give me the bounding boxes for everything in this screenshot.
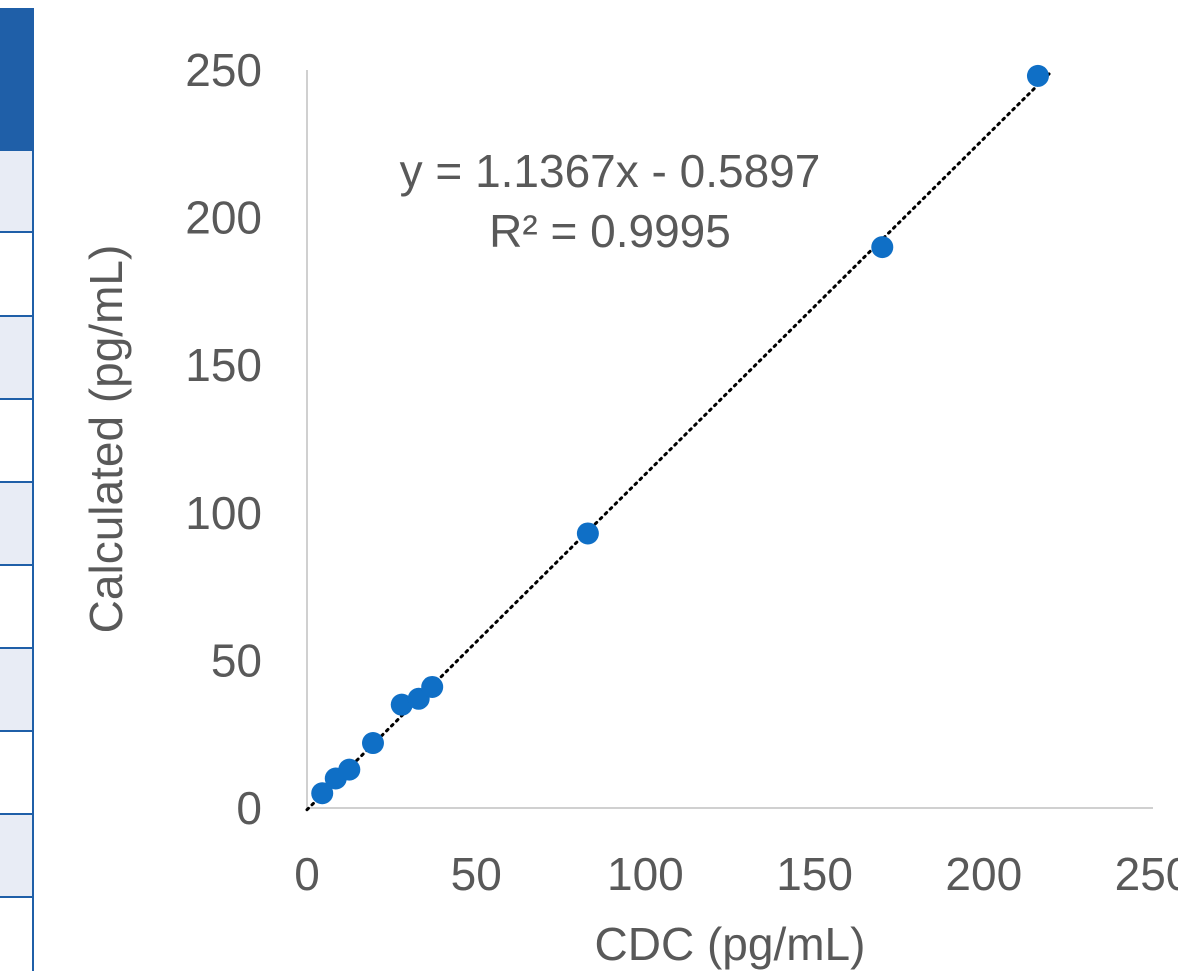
side-table-row [0,731,33,814]
y-tick-labels: 0 50 100 150 200 250 [185,44,262,834]
data-point [390,693,413,716]
trendline-equation: y = 1.1367x - 0.5897 [400,145,821,197]
y-tick-label: 250 [185,44,262,96]
side-table-row [0,316,33,399]
x-tick-label: 200 [945,848,1022,900]
x-tick-label: 50 [451,848,502,900]
x-tick-label: 0 [294,848,320,900]
data-point [421,675,444,698]
y-tick-label: 200 [185,192,262,244]
side-table-row [0,897,33,971]
side-table-header [0,8,33,150]
x-axis-title: CDC (pg/mL) [595,918,866,970]
side-table-row [0,232,33,316]
side-table-row [0,814,33,897]
side-table-row [0,565,33,648]
data-point [361,732,384,755]
side-table-row [0,399,33,482]
trendline-r-squared: R² = 0.9995 [489,205,731,257]
x-tick-labels: 0 50 100 150 200 250 [294,848,1178,900]
data-point [871,236,894,259]
x-tick-label: 150 [776,848,853,900]
y-tick-label: 0 [236,782,262,834]
x-tick-label: 100 [607,848,684,900]
data-point [338,758,361,781]
side-table-row [0,150,33,232]
x-tick-label: 250 [1115,848,1178,900]
side-table-row [0,648,33,731]
cropped-side-table [0,8,34,971]
data-point [1026,64,1049,87]
y-tick-label: 50 [211,634,262,686]
y-axis-title: Calculated (pg/mL) [80,245,132,634]
data-point [576,522,599,545]
side-table-row [0,482,33,565]
y-tick-label: 100 [185,487,262,539]
y-tick-label: 150 [185,339,262,391]
data-points [311,64,1049,805]
data-point [311,782,334,805]
